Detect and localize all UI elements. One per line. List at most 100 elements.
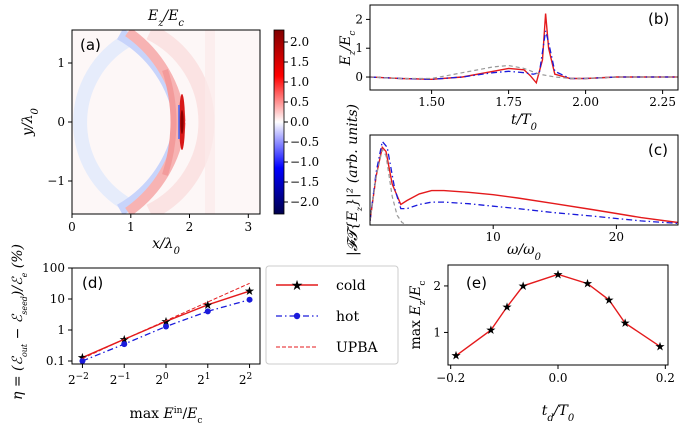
colorbar: 2.0 1.5 1.0 0.5 0.0 −0.5 −1.0 −1.5 −2.0 [273,29,319,215]
colorbar-tick-label: 1.0 [290,75,309,89]
x-tick-label: 20 [609,230,624,244]
x-tick-label: 1.75 [495,95,522,109]
svg-text:★: ★ [291,278,304,294]
panel-b-xlabel: t/T0 [511,112,538,133]
y-tick-label: 100 [42,261,65,275]
x-tick-label: 22 [239,372,252,387]
marker-dot [246,296,253,303]
panel-a-yaxis: −1 0 1 y/λ0 [20,56,72,188]
tick-label: −1 [47,174,65,188]
svg-text:UPBA: UPBA [336,340,379,356]
x-tick-label: 20 [155,372,169,387]
series-line-e [455,273,661,357]
marker-star: ★ [502,300,513,314]
panel-c-label: (c) [648,141,668,159]
tick-label: 0 [68,220,76,234]
panel-b-ylabel: Ez/Ec [338,31,358,67]
colorbar-tick-label: −1.0 [290,155,319,169]
legend: ★ cold hot UPBA [265,265,399,365]
marker-star: ★ [451,349,462,363]
marker-star: ★ [486,323,497,337]
x-tick-label: 10 [486,230,501,244]
marker-star: ★ [202,298,213,312]
series-line-c0 [370,145,678,224]
panel-c-ylabel: |𝓕𝓣{Ez}|² (arb. units) [345,104,364,256]
marker-star: ★ [620,316,631,330]
tick-label: 1 [57,56,65,70]
x-tick-label: 1.50 [418,95,445,109]
x-tick-label: 21 [197,372,210,387]
panel-c: 10 20 (c) ω/ω0 |𝓕𝓣{Ez}|² (arb. units) [345,104,679,263]
x-tick-label: 2.25 [649,95,676,109]
panel-d: ★ ★ ★ ★ ★ 2−2 2−1 20 21 22 0.1 1 10 100 (d) max Ein/… [10,244,261,426]
svg-text:cold: cold [336,278,366,294]
panel-a-title: Ez/Ec [147,8,184,29]
y-tick-label: 2 [433,279,441,293]
y-tick-label: 10 [50,292,65,306]
panel-e-label: (e) [466,274,487,292]
panel-e-ylabel: max Ez/Ec [408,281,428,350]
colorbar-tick-label: 0.5 [290,95,309,109]
x-tick-label: 2.00 [572,95,599,109]
x-tick-label: 2−1 [110,372,131,387]
x-tick-label: 2−2 [68,372,89,387]
y-tick-label: 1 [355,41,363,55]
series-line-b1 [370,30,678,80]
marker-star: ★ [119,332,130,346]
panel-a: Ez/Ec 0 1 [20,8,319,257]
tick-label: 2 [186,220,194,234]
panel-a-label: (a) [80,36,101,54]
marker-star: ★ [77,350,88,364]
marker-dot [79,357,86,364]
marker-star: ★ [582,277,593,291]
x-tick-label: −0.2 [436,371,465,385]
legend-entry-cold: ★ cold [276,278,366,294]
heatmap-field [72,30,260,214]
panel-d-label: (d) [82,274,103,292]
marker-star: ★ [553,267,564,281]
tick-label: 1 [127,220,135,234]
svg-text:hot: hot [336,309,359,325]
panel-c-xlabel: ω/ω0 [507,242,542,263]
y-tick-label: 0.1 [46,354,65,368]
tick-label: 0 [57,115,65,129]
series-line-b2 [370,64,678,80]
marker-star: ★ [161,314,172,328]
legend-entry-hot: hot [276,309,359,325]
marker-dot [163,323,169,330]
y-tick-label: 1 [57,323,65,337]
colorbar-tick-label: −2.0 [290,195,319,209]
marker-dot [204,308,211,315]
panel-d-ylabel: η = (ℰout − ℰseed)/ℰe (%) [10,244,29,400]
colorbar-tick-label: 1.5 [290,55,309,69]
legend-entry-upba: UPBA [276,340,379,356]
tick-label: 3 [244,220,252,234]
series-line-c1 [370,140,678,225]
series-line-UPBA [82,282,250,359]
colorbar-tick-label: −0.5 [290,135,319,149]
panel-b: 1.50 1.75 2.00 2.25 0 1 2 (b) t/T0 Ez/Ec [338,4,679,133]
colorbar-tick-label: −1.5 [290,175,319,189]
marker-star: ★ [655,339,666,353]
colorbar-tick-label: 2.0 [290,35,309,49]
colorbar-tick-label: 0.0 [290,115,309,129]
panel-d-xlabel: max Ein/Ec [130,406,203,426]
panel-e: ★ ★ ★ ★ ★ ★ ★ ★ ★ −0.2 0.0 0.2 1 2 (e) td/T0 max Ez/… [408,264,675,424]
marker-star: ★ [518,279,529,293]
panel-a-xlabel: x/λ0 [152,236,181,257]
panel-e-xlabel: td/T0 [542,403,575,424]
panel-b-label: (b) [648,10,669,28]
svg-text:η = (ℰout − ℰseed)/ℰe (%): η = (ℰout − ℰseed)/ℰe (%) [10,244,29,400]
x-tick-label: 0.0 [548,371,567,385]
series-line-b0 [370,13,678,85]
panel-a-xaxis: 0 1 2 3 x/λ0 [68,214,252,257]
x-tick-label: 0.2 [656,371,675,385]
y-tick-label: 1 [433,325,441,339]
series-line-hot [82,299,250,362]
series-line-c2 [370,148,408,225]
marker-star: ★ [604,293,615,307]
y-tick-label: 0 [355,70,363,84]
y-tick-label: 2 [355,12,363,26]
marker-star: ★ [244,284,255,298]
